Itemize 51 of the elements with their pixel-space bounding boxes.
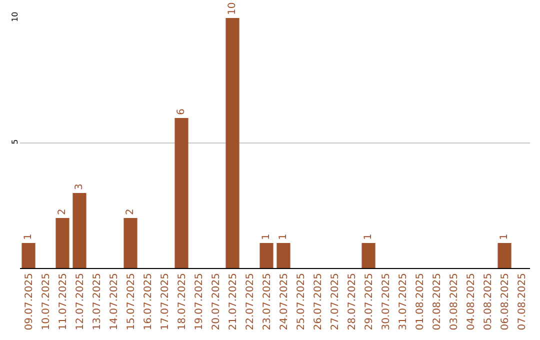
x-tick-label: 25.07.2025 [296, 273, 307, 330]
bar [22, 243, 36, 268]
x-tick-label: 23.07.2025 [262, 273, 273, 330]
x-tick-label: 13.07.2025 [92, 273, 103, 330]
bar [174, 118, 188, 268]
data-label: 10 [227, 2, 238, 15]
data-label: 6 [176, 108, 187, 115]
bar [276, 243, 290, 268]
data-label: 2 [125, 208, 136, 215]
bar [72, 193, 86, 268]
bar [226, 18, 240, 268]
x-tick-label: 30.07.2025 [380, 273, 392, 330]
x-tick-label: 04.08.2025 [466, 273, 477, 330]
x-tick-label: 05.08.2025 [482, 273, 494, 330]
x-tick-label: 31.07.2025 [398, 273, 409, 330]
data-label: 1 [261, 234, 272, 240]
x-tick-label: 09.07.2025 [24, 273, 35, 330]
x-tick-label: 03.08.2025 [448, 273, 460, 330]
x-tick-label: 02.08.2025 [432, 273, 443, 330]
x-tick-label: 29.07.2025 [364, 273, 375, 330]
x-tick-label: 15.07.2025 [126, 273, 137, 330]
x-tick-label: 17.07.2025 [160, 273, 171, 330]
x-tick-label: 22.07.2025 [244, 273, 256, 330]
x-tick-label: 07.08.2025 [516, 273, 528, 330]
data-label: 1 [23, 234, 34, 240]
bar [362, 243, 376, 268]
x-tick-label: 06.08.2025 [500, 273, 511, 330]
x-tick-label: 21.07.2025 [228, 273, 239, 330]
x-tick-label: 14.07.2025 [108, 273, 120, 330]
x-tick-label: 24.07.2025 [278, 273, 290, 330]
x-tick-label: 19.07.2025 [194, 273, 205, 330]
x-tick-label: 10.07.2025 [40, 273, 52, 330]
y-tick-label: 5 [10, 139, 20, 144]
x-tick-label: 01.08.2025 [414, 273, 426, 330]
x-tick-label: 28.07.2025 [346, 273, 358, 330]
x-tick-label: 11.07.2025 [58, 273, 69, 330]
bar [124, 218, 138, 268]
x-tick-label: 18.07.2025 [176, 273, 188, 330]
bar [498, 243, 512, 268]
x-tick-label: 12.07.2025 [74, 273, 86, 330]
bar [260, 243, 274, 268]
data-label: 3 [74, 184, 85, 190]
bar [56, 218, 70, 268]
data-label: 1 [499, 234, 510, 240]
data-label: 1 [363, 234, 374, 240]
x-tick-label: 26.07.2025 [312, 273, 324, 330]
x-tick-label: 27.07.2025 [330, 273, 341, 330]
data-label: 1 [278, 234, 289, 240]
x-tick-label: 20.07.2025 [210, 273, 222, 330]
data-label: 2 [57, 208, 68, 215]
x-tick-label: 16.07.2025 [142, 273, 154, 330]
